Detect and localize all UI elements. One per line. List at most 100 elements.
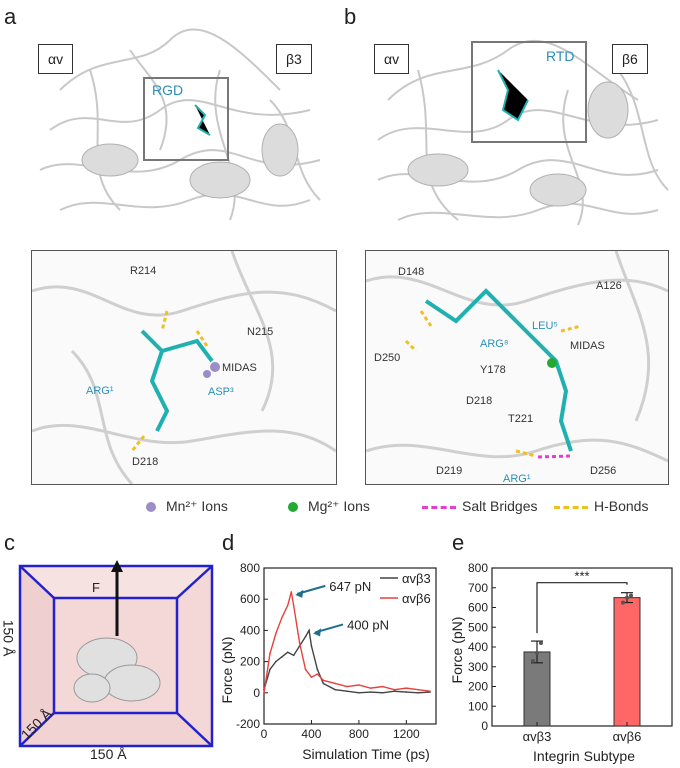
residue-d256: D256 xyxy=(590,465,617,477)
d-x-tick-label: 1200 xyxy=(393,727,420,741)
e-bar-1 xyxy=(613,597,641,727)
d-y-tick-label: 600 xyxy=(240,592,260,606)
d-series-point xyxy=(310,645,313,647)
e-y-tick-label: 0 xyxy=(481,719,488,733)
d-legend-label-1: αvβ6 xyxy=(402,591,431,606)
panel-letter-e: e xyxy=(452,530,465,555)
d-series-point xyxy=(322,682,325,685)
d-series-point xyxy=(280,617,283,619)
legend-hbond: H-Bonds xyxy=(594,498,649,514)
d-series-point xyxy=(269,668,271,671)
d-series-point xyxy=(393,688,396,691)
bar-chart-force: Force (pN) Integrin Subtype 0 100 200 300 40… xyxy=(449,561,673,764)
subunit-label-b3: β3 xyxy=(276,44,312,74)
residue-leu5: LEU⁵ xyxy=(532,320,558,332)
protein-structure-avb3 xyxy=(39,28,321,221)
e-y-axis-label: Force (pN) xyxy=(449,617,465,684)
residue-t221: T221 xyxy=(508,413,534,425)
box-dim-bottom: 150 Å xyxy=(90,746,127,762)
e-significance-label: *** xyxy=(574,569,589,584)
d-series-point xyxy=(346,690,348,693)
e-x-axis-label: Integrin Subtype xyxy=(533,748,635,764)
panel-letter-d: d xyxy=(222,530,235,555)
d-series-point xyxy=(322,679,325,682)
d-y-axis-label: Force (pN) xyxy=(219,637,235,704)
d-series-point xyxy=(417,692,420,694)
force-vector-label: F xyxy=(92,580,100,595)
d-annotation-arrowhead xyxy=(313,628,322,637)
zoom-box-avb6 xyxy=(365,250,669,485)
e-y-tick-label: 100 xyxy=(468,699,488,713)
residue-d250: D250 xyxy=(374,352,401,364)
d-series-point xyxy=(275,660,277,663)
panel-letter-b: b xyxy=(344,4,357,29)
e-data-point xyxy=(531,658,535,663)
e-y-tick-label: 500 xyxy=(468,620,488,634)
d-plot-frame xyxy=(263,567,437,725)
panel-letter-c: c xyxy=(4,530,15,555)
d-annotation-arrowhead xyxy=(295,589,304,598)
legend-mn: Mn²⁺ Ions xyxy=(166,498,228,514)
d-series-point xyxy=(381,685,384,688)
e-data-point xyxy=(621,600,625,605)
residue-y178: Y178 xyxy=(480,364,506,376)
d-series-point xyxy=(263,692,265,694)
d-x-tick-label: 400 xyxy=(301,727,321,741)
residue-d219: D219 xyxy=(436,465,463,477)
e-y-tick-label: 800 xyxy=(468,561,488,575)
d-series-point xyxy=(405,687,408,689)
d-annotation-label: 647 pN xyxy=(329,579,371,594)
d-series-point xyxy=(346,685,348,688)
d-x-axis-label: Simulation Time (ps) xyxy=(302,746,430,762)
hbond-icon xyxy=(554,506,588,509)
e-y-tick-label: 600 xyxy=(468,601,488,615)
d-series-point xyxy=(290,591,293,593)
e-x-tick-label-1: αvβ6 xyxy=(613,729,642,744)
legend-mg: Mg²⁺ Ions xyxy=(308,498,370,514)
mn-ion-icon xyxy=(146,502,156,512)
box-dim-left: 150 Å xyxy=(0,619,17,657)
e-data-point xyxy=(629,593,633,598)
residue-d218-b: D218 xyxy=(466,395,493,407)
d-series-point xyxy=(358,692,360,694)
d-y-tick-label: 400 xyxy=(240,623,260,637)
e-significance-bracket xyxy=(536,582,628,634)
residue-d148: D148 xyxy=(398,266,425,278)
e-data-point xyxy=(539,641,543,646)
subunit-label-b6: β6 xyxy=(612,44,648,74)
motif-label-rgd: RGD xyxy=(152,82,184,98)
d-series-point xyxy=(393,690,396,693)
d-y-tick-label: -200 xyxy=(236,717,260,731)
d-x-tick-label: 800 xyxy=(349,727,369,741)
d-series-point xyxy=(381,692,384,694)
subunit-label-av-b: αv xyxy=(374,44,410,74)
legend-salt: Salt Bridges xyxy=(462,498,538,514)
residue-arg8: ARG⁸ xyxy=(480,338,509,350)
d-series-point xyxy=(334,688,336,691)
subunit-label-av-a: αv xyxy=(38,44,74,74)
d-series-point xyxy=(280,656,283,658)
residue-a126: A126 xyxy=(596,280,622,292)
d-series-point xyxy=(308,629,310,632)
residue-arg1-b: ARG¹ xyxy=(503,473,531,485)
d-series-point xyxy=(292,654,295,657)
residue-n215: N215 xyxy=(247,326,274,338)
d-series-point xyxy=(286,651,289,654)
label-midas-a: MIDAS xyxy=(222,362,257,374)
d-series-line-0 xyxy=(263,628,431,694)
residue-arg1-a: ARG¹ xyxy=(86,385,114,397)
d-series-point xyxy=(292,604,295,607)
d-series-line-1 xyxy=(263,591,431,693)
d-series-point xyxy=(304,668,307,671)
e-y-tick-label: 200 xyxy=(468,680,488,694)
d-series-point xyxy=(369,691,372,693)
d-series-point xyxy=(316,668,319,671)
mg-ion-icon xyxy=(288,502,298,512)
d-series-point xyxy=(316,673,319,675)
e-plot-frame xyxy=(491,567,673,727)
d-series-point xyxy=(358,684,360,686)
d-x-tick-label: 0 xyxy=(261,727,268,741)
e-data-point xyxy=(535,650,539,655)
residue-d218-a: D218 xyxy=(132,456,159,468)
line-chart-force-time: Force (pN) Simulation Time (ps) -2000200… xyxy=(219,561,437,762)
